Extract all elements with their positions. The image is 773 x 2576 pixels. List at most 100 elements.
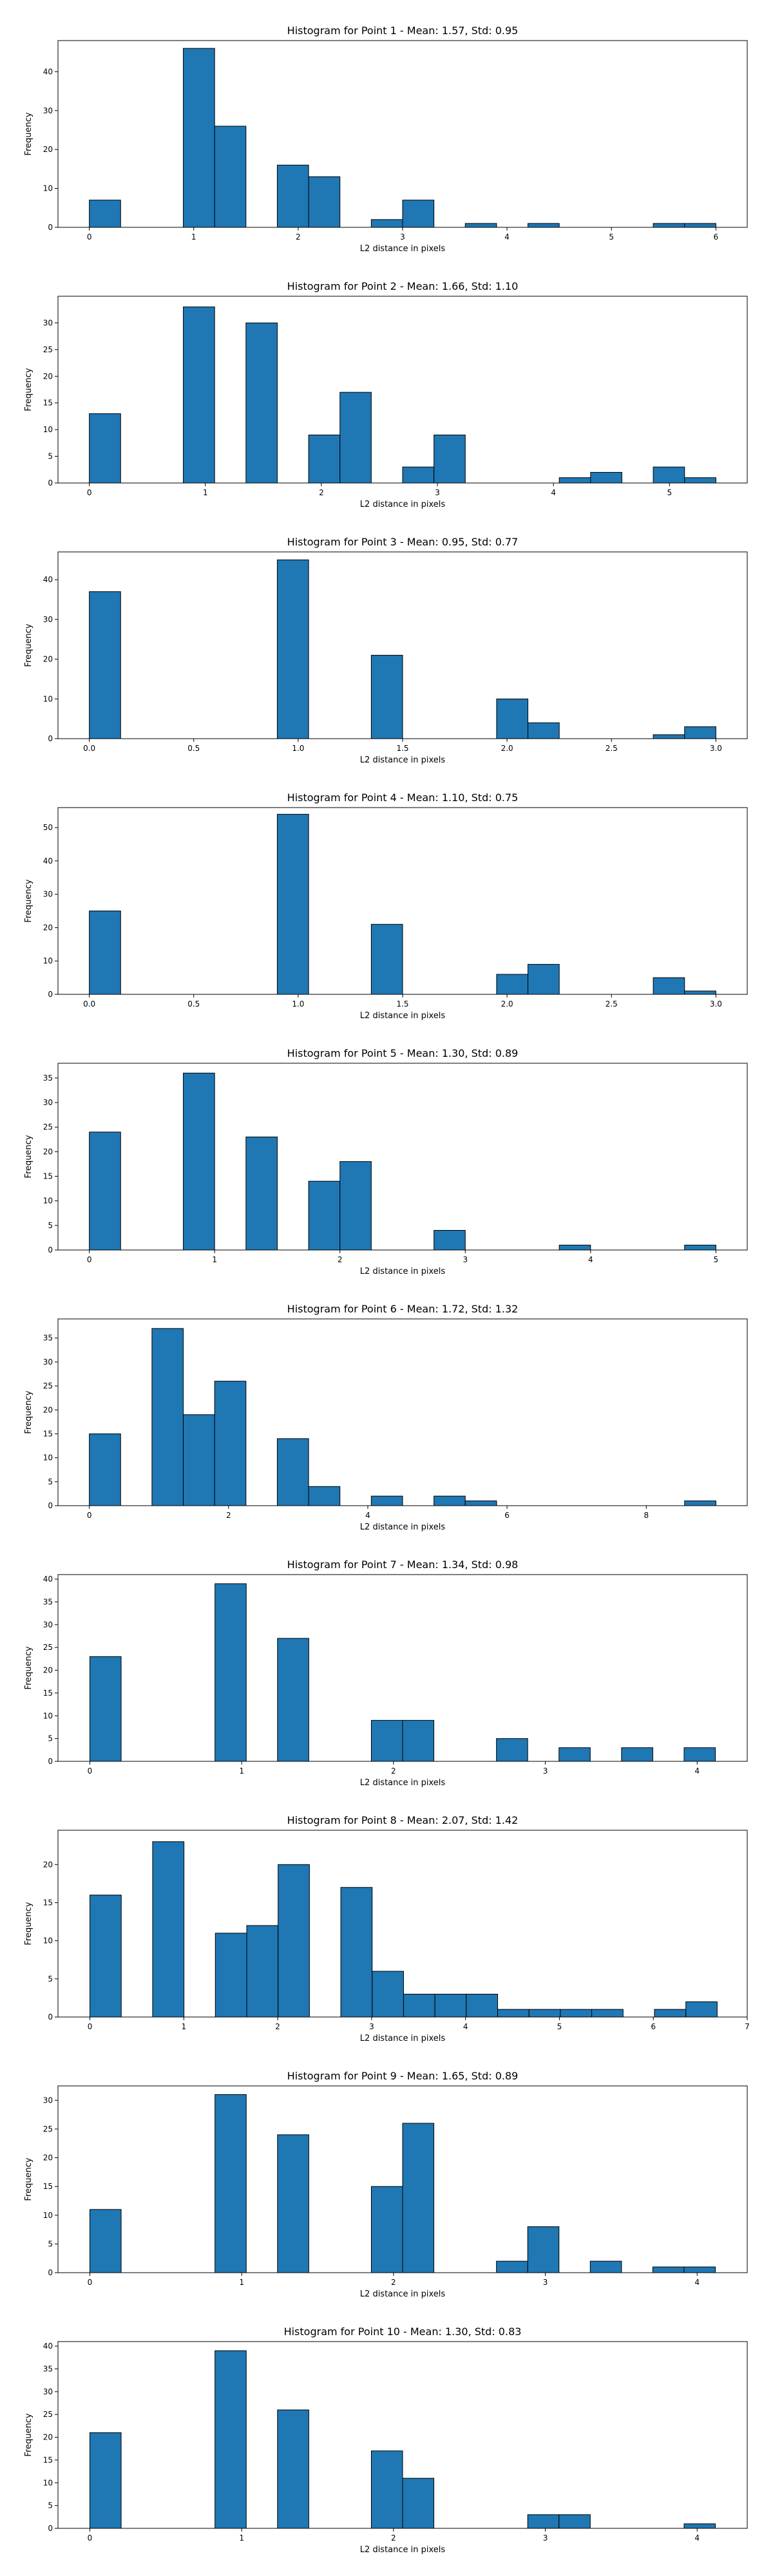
y-tick-label: 20 bbox=[43, 145, 53, 154]
histogram-bar bbox=[214, 126, 247, 228]
histogram-bar bbox=[402, 2477, 435, 2529]
plot-frame bbox=[57, 40, 748, 228]
histogram-bar bbox=[654, 2009, 687, 2018]
chart-title: Histogram for Point 4 - Mean: 1.10, Std:… bbox=[287, 791, 519, 804]
x-tick-label: 0 bbox=[87, 232, 92, 242]
x-tick-label: 2 bbox=[319, 488, 324, 497]
histogram-bar bbox=[89, 2432, 122, 2529]
x-tick-label: 3 bbox=[400, 232, 405, 242]
histogram-bar bbox=[370, 2186, 403, 2273]
x-tick-label: 3.0 bbox=[710, 744, 722, 753]
x-tick-label: 6 bbox=[504, 1511, 510, 1520]
x-tick-label: 2 bbox=[338, 1255, 343, 1264]
histogram-2: Histogram for Point 2 - Mean: 1.66, Std:… bbox=[24, 280, 748, 509]
y-tick-label: 10 bbox=[43, 956, 53, 965]
histogram-bar bbox=[434, 1229, 466, 1251]
x-tick-label: 4 bbox=[463, 2022, 468, 2031]
y-tick-label: 15 bbox=[43, 1689, 53, 1698]
histogram-bar bbox=[89, 2209, 122, 2273]
histogram-4: Histogram for Point 4 - Mean: 1.10, Std:… bbox=[24, 791, 748, 1021]
y-tick-label: 30 bbox=[43, 890, 53, 899]
x-axis-label: L2 distance in pixels bbox=[360, 2289, 446, 2299]
histogram-3: Histogram for Point 3 - Mean: 0.95, Std:… bbox=[24, 536, 748, 765]
y-tick-label: 0 bbox=[48, 1757, 53, 1766]
histogram-bar bbox=[685, 2001, 718, 2018]
x-axis-label: L2 distance in pixels bbox=[360, 1267, 446, 1276]
chart-title: Histogram for Point 2 - Mean: 1.66, Std:… bbox=[287, 280, 519, 292]
x-tick-label: 3.0 bbox=[710, 999, 722, 1009]
histogram-bar bbox=[434, 434, 466, 484]
y-tick-label: 30 bbox=[43, 2387, 53, 2396]
histogram-bar bbox=[372, 1971, 404, 2018]
x-tick-label: 4 bbox=[588, 1255, 593, 1264]
plot-frame bbox=[57, 1830, 748, 2018]
x-tick-label: 5 bbox=[557, 2022, 562, 2031]
histogram-bar bbox=[183, 307, 215, 484]
histogram-bar bbox=[466, 1993, 499, 2018]
x-tick-label: 2 bbox=[226, 1511, 231, 1520]
histogram-bar bbox=[527, 2226, 560, 2273]
chart-title: Histogram for Point 9 - Mean: 1.65, Std:… bbox=[287, 2070, 519, 2082]
y-tick-label: 0 bbox=[48, 2524, 53, 2533]
x-tick-label: 2 bbox=[275, 2022, 280, 2031]
x-axis-label: L2 distance in pixels bbox=[360, 1011, 446, 1021]
histogram-bar bbox=[90, 1895, 122, 2018]
x-tick-label: 0 bbox=[87, 488, 92, 497]
histogram-bar bbox=[245, 1136, 278, 1251]
y-tick-label: 0 bbox=[48, 1501, 53, 1510]
x-tick-label: 3 bbox=[435, 488, 440, 497]
x-tick-label: 1 bbox=[239, 2533, 244, 2543]
y-axis-label: Frequency bbox=[24, 623, 33, 667]
y-tick-label: 35 bbox=[43, 2364, 53, 2373]
y-tick-label: 10 bbox=[43, 1711, 53, 1720]
x-tick-label: 5 bbox=[714, 1255, 719, 1264]
histogram-bar bbox=[308, 1486, 341, 1506]
x-tick-label: 0 bbox=[88, 2278, 93, 2287]
histogram-bar bbox=[528, 223, 560, 228]
y-tick-label: 25 bbox=[43, 2125, 53, 2134]
chart-title: Histogram for Point 10 - Mean: 1.30, Std… bbox=[284, 2325, 522, 2338]
histogram-bar bbox=[89, 911, 121, 995]
x-axis-label: L2 distance in pixels bbox=[360, 1522, 446, 1532]
x-tick-label: 2.0 bbox=[501, 744, 513, 753]
y-tick-label: 5 bbox=[48, 1221, 53, 1230]
histogram-bar bbox=[558, 477, 591, 484]
y-tick-label: 35 bbox=[43, 1074, 53, 1083]
x-tick-label: 6 bbox=[714, 232, 719, 242]
y-axis-label: Frequency bbox=[24, 368, 33, 411]
histogram-bar bbox=[276, 164, 309, 228]
histogram-bar bbox=[340, 1887, 373, 2018]
histogram-bar bbox=[370, 1495, 403, 1506]
histogram-bar bbox=[683, 1747, 716, 1762]
plot-frame bbox=[57, 1574, 748, 1762]
y-tick-label: 10 bbox=[43, 2478, 53, 2487]
histogram-bar bbox=[370, 1719, 403, 1762]
histogram-bar bbox=[496, 2260, 528, 2273]
histogram-bar bbox=[496, 1738, 528, 1762]
y-tick-label: 20 bbox=[43, 2154, 53, 2163]
y-tick-label: 5 bbox=[48, 2239, 53, 2248]
y-tick-label: 10 bbox=[43, 425, 53, 434]
y-axis-label: Frequency bbox=[24, 112, 33, 155]
y-tick-label: 10 bbox=[43, 1937, 53, 1946]
y-tick-label: 40 bbox=[43, 2342, 53, 2351]
plot-frame bbox=[57, 1063, 748, 1251]
histogram-bar bbox=[245, 322, 278, 484]
histogram-bar bbox=[653, 977, 685, 995]
chart-title: Histogram for Point 7 - Mean: 1.34, Std:… bbox=[287, 1558, 519, 1571]
histogram-bar bbox=[370, 219, 403, 228]
y-tick-label: 0 bbox=[48, 2268, 53, 2277]
histogram-bar bbox=[560, 2009, 593, 2018]
x-tick-label: 7 bbox=[745, 2022, 750, 2031]
y-tick-label: 15 bbox=[43, 2456, 53, 2465]
x-tick-label: 1 bbox=[239, 1766, 244, 1776]
histogram-bar bbox=[215, 1583, 247, 1762]
x-tick-label: 1.5 bbox=[396, 744, 408, 753]
plot-frame bbox=[57, 2085, 748, 2273]
x-tick-label: 4 bbox=[694, 1766, 700, 1776]
x-tick-label: 1 bbox=[239, 2278, 244, 2287]
histogram-6: Histogram for Point 6 - Mean: 1.72, Std:… bbox=[24, 1303, 748, 1532]
x-tick-label: 4 bbox=[694, 2278, 700, 2287]
histogram-bar bbox=[434, 1495, 466, 1506]
x-tick-label: 4 bbox=[551, 488, 556, 497]
